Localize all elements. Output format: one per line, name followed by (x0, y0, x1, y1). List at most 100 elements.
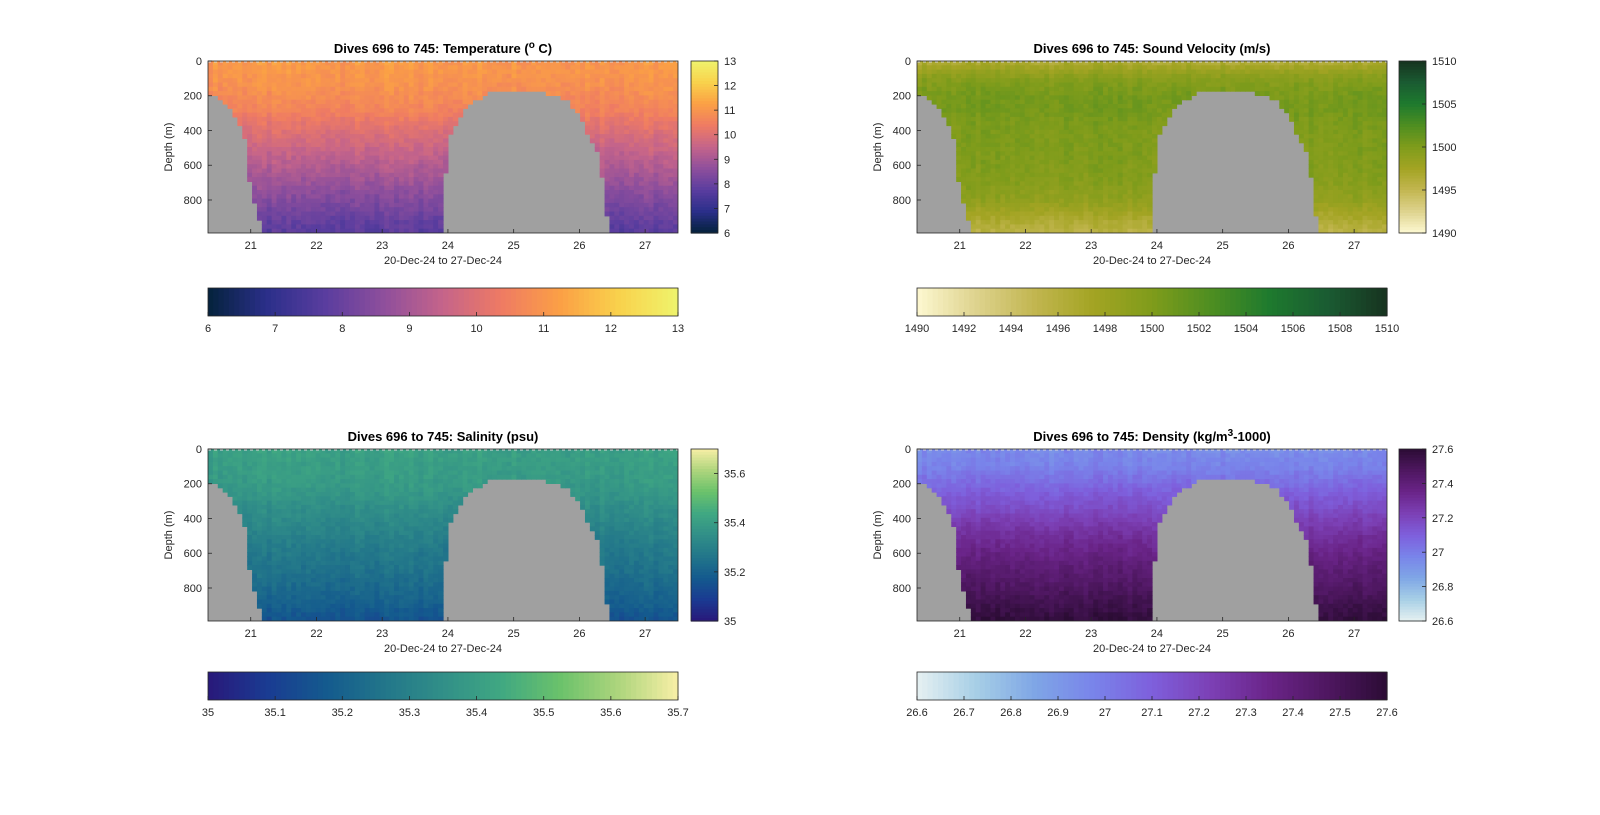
heatmap-cell (349, 164, 356, 170)
heatmap-cell (1005, 164, 1011, 170)
heatmap-cell (1024, 78, 1031, 84)
heatmap-cell (643, 91, 650, 96)
heatmap-cell (570, 95, 576, 101)
heatmap-cell (1122, 125, 1129, 131)
heatmap-cell (281, 185, 287, 191)
heatmap-cell (261, 121, 268, 127)
heatmap-cell (970, 108, 977, 114)
heatmap-cell (345, 207, 351, 213)
colorbar-swatch (416, 288, 423, 316)
heatmap-cell (354, 78, 361, 84)
heatmap-cell (1044, 121, 1050, 127)
heatmap-cell (315, 82, 322, 88)
heatmap-cell (633, 151, 640, 157)
heatmap-cell (428, 202, 434, 208)
heatmap-cell (1122, 104, 1129, 109)
heatmap-cell (467, 78, 473, 84)
heatmap-cell (1054, 224, 1060, 230)
heatmap-cell (394, 138, 400, 144)
heatmap-cell (1127, 82, 1134, 88)
heatmap-cell (609, 104, 615, 109)
heatmap-cell (1107, 69, 1114, 75)
colorbar-swatch (662, 288, 669, 316)
heatmap-cell (315, 112, 322, 118)
heatmap-cell (1093, 138, 1099, 144)
heatmap-cell (1137, 202, 1143, 208)
heatmap-cell (1010, 73, 1016, 79)
heatmap-cell (1034, 147, 1040, 152)
heatmap-cell (389, 177, 395, 182)
heatmap-cell (438, 129, 444, 135)
heatmap-cell (1058, 95, 1065, 101)
heatmap-cell (296, 61, 302, 66)
heatmap-column (1147, 61, 1153, 233)
heatmap-cell (261, 185, 268, 191)
heatmap-cell (614, 207, 620, 213)
heatmap-cell (1103, 91, 1109, 96)
heatmap-cell (433, 91, 439, 96)
colorbar-swatch (657, 288, 663, 316)
heatmap-cell (1147, 177, 1153, 182)
heatmap-cell (281, 116, 287, 122)
heatmap-cell (1063, 125, 1070, 131)
heatmap-cell (1166, 95, 1173, 101)
heatmap-cell (1245, 86, 1251, 92)
heatmap-cell (310, 147, 317, 152)
heatmap-cell (638, 207, 645, 213)
heatmap-cell (990, 168, 996, 174)
heatmap-cell (1005, 168, 1011, 174)
heatmap-cell (1215, 82, 1222, 88)
heatmap-cell (261, 228, 268, 233)
heatmap-cell (668, 99, 674, 105)
heatmap-cell (349, 159, 356, 165)
heatmap-column (1049, 61, 1055, 233)
heatmap-cell (256, 168, 263, 174)
heatmap-cell (516, 86, 522, 92)
heatmap-cell (256, 159, 263, 165)
heatmap-cell (384, 224, 390, 230)
heatmap-cell (1147, 164, 1153, 170)
heatmap-cell (619, 224, 625, 230)
heatmap-cell (1132, 121, 1138, 127)
heatmap-cell (663, 95, 669, 101)
heatmap-cell (614, 125, 620, 131)
heatmap-cell (261, 99, 268, 105)
heatmap-cell (633, 202, 640, 208)
heatmap-cell (325, 215, 331, 221)
heatmap-cell (418, 177, 425, 182)
heatmap-cell (1181, 82, 1187, 88)
heatmap-cell (1132, 220, 1138, 225)
heatmap-cell (1063, 172, 1070, 178)
heatmap-cell (648, 99, 655, 105)
colorbar-swatch (599, 288, 606, 316)
heatmap-cell (384, 155, 390, 161)
heatmap-cell (1088, 185, 1094, 191)
heatmap-cell (629, 82, 635, 88)
heatmap-cell (1122, 112, 1129, 118)
heatmap-cell (609, 185, 615, 191)
heatmap-cell (965, 159, 972, 165)
heatmap-cell (990, 159, 996, 165)
heatmap-cell (266, 215, 273, 221)
heatmap-cell (653, 125, 660, 131)
heatmap-cell (359, 168, 366, 174)
heatmap-cell (619, 112, 625, 118)
heatmap-cell (970, 207, 977, 213)
heatmap-cell (252, 78, 258, 84)
heatmap-cell (1142, 194, 1148, 200)
heatmap-cell (1019, 151, 1026, 157)
heatmap-cell (629, 138, 635, 144)
heatmap-cell (1269, 65, 1275, 71)
heatmap-cell (408, 129, 415, 135)
heatmap-cell (614, 151, 620, 157)
heatmap-cell (1142, 78, 1148, 84)
heatmap-cell (668, 61, 674, 66)
heatmap-cell (653, 220, 660, 225)
heatmap-cell (271, 172, 278, 178)
heatmap-cell (550, 82, 557, 88)
heatmap-cell (550, 91, 557, 96)
heatmap-cell (398, 125, 405, 131)
heatmap-cell (1083, 198, 1089, 204)
heatmap-cell (1230, 69, 1236, 75)
heatmap-cell (1073, 116, 1080, 122)
